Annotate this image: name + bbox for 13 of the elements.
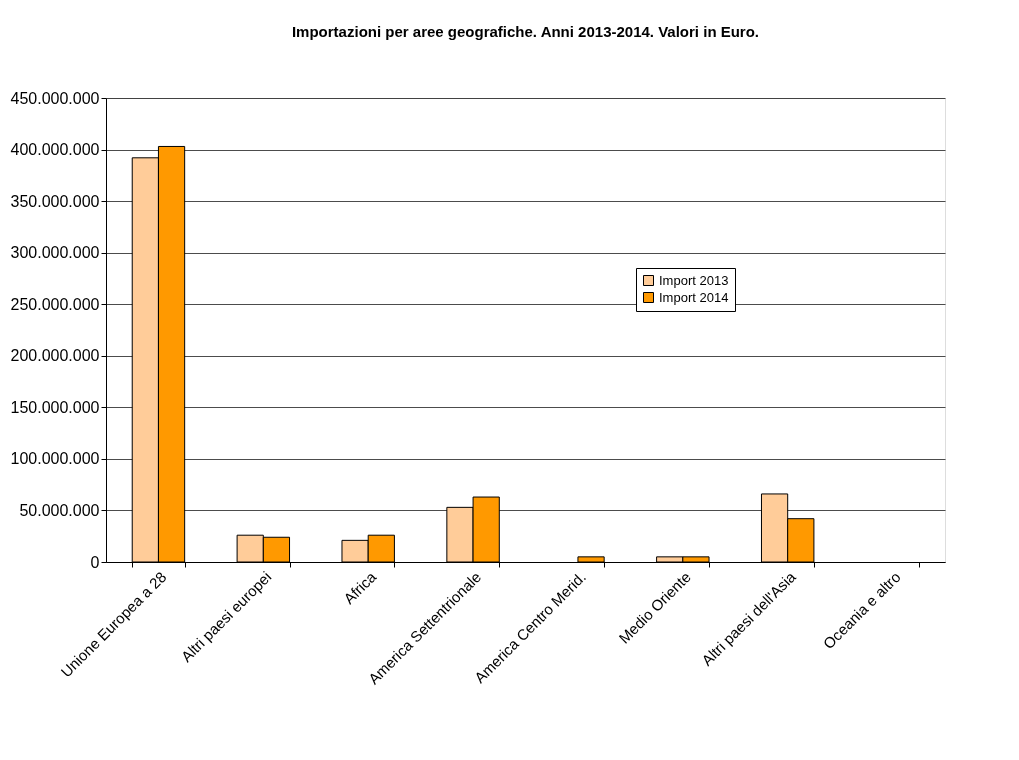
y-tick-label: 0 — [90, 553, 100, 571]
y-tick-label: 50.000.000 — [19, 501, 100, 519]
y-tick-label: 350.000.000 — [10, 192, 100, 210]
y-tick-label: 100.000.000 — [10, 450, 100, 468]
legend-label: Import 2013 — [659, 272, 729, 288]
y-tick-label: 300.000.000 — [10, 244, 100, 262]
y-tick-label: 450.000.000 — [10, 89, 100, 107]
y-tick-label: 150.000.000 — [10, 398, 100, 416]
legend-label: Import 2014 — [659, 289, 729, 305]
y-tick-label: 250.000.000 — [10, 295, 100, 313]
chart-title: Importazioni per aree geografiche. Anni 2013-2014. Valori in Euro. — [291, 23, 760, 40]
y-tick-label: 400.000.000 — [10, 141, 100, 159]
y-tick-label: 200.000.000 — [10, 347, 100, 365]
